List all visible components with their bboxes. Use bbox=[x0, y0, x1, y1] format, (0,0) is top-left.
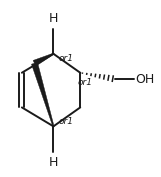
Text: or1: or1 bbox=[58, 54, 73, 63]
Polygon shape bbox=[33, 53, 54, 66]
Text: or1: or1 bbox=[77, 78, 92, 87]
Text: OH: OH bbox=[135, 73, 155, 85]
Text: or1: or1 bbox=[58, 117, 73, 126]
Text: H: H bbox=[49, 12, 58, 25]
Polygon shape bbox=[32, 62, 54, 127]
Text: H: H bbox=[49, 156, 58, 169]
